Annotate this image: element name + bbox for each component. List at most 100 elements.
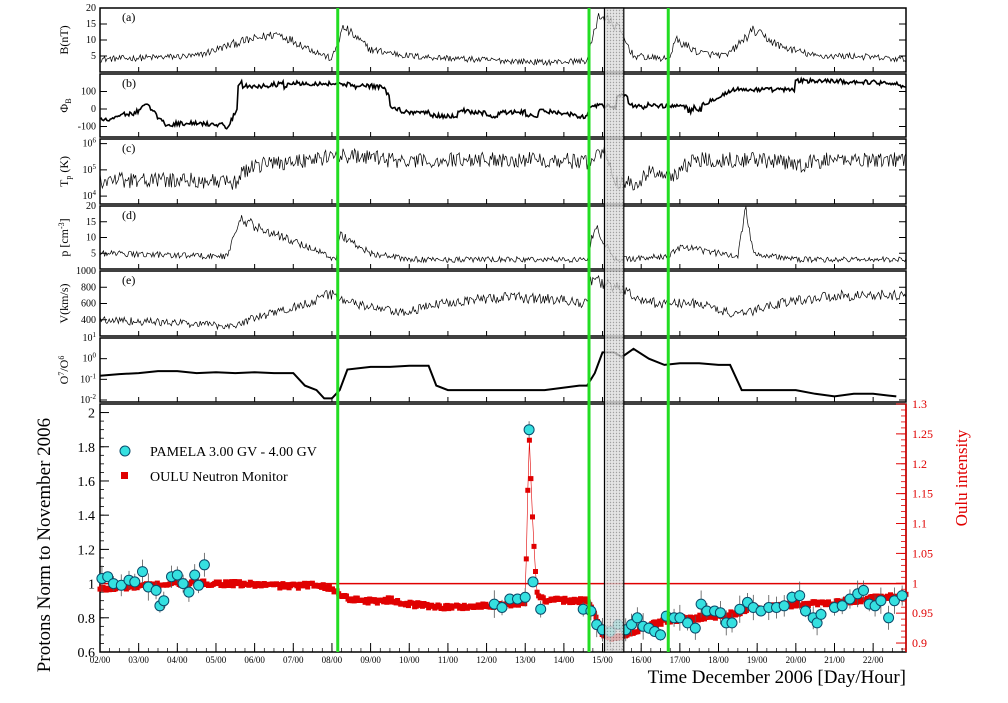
panel-frame [99,337,907,403]
main-xtick-label: 05/00 [206,655,227,665]
main-xtick-label: 22/00 [863,655,884,665]
pamela-point [844,593,856,605]
pamela-point [115,579,127,591]
panel-label: (b) [122,76,136,90]
main-xtick-label: 03/00 [128,655,149,665]
pamela-point [714,607,726,619]
panel-label: (c) [122,141,135,155]
pamela-point [875,595,887,607]
pamela-point [682,617,694,629]
pamela-point [183,586,195,598]
panel-6: 10-2 10-1 100 101 O7/O6 [57,331,907,406]
pamela-point [585,605,597,617]
legend-pamela-label: PAMELA 3.00 GV - 4.00 GV [150,445,317,460]
pamela-point [778,600,790,612]
proton-intensity-panel: 0.6 0.8 1 1.2 1.4 1.6 1.8 2 0.9 0.95 1 1.05 1.1 1.15 1… [78,397,934,665]
main-ytick-label: 1.6 [78,475,96,490]
series-line [99,206,907,264]
pamela-point [527,576,539,588]
pamela-point [858,584,869,596]
panel-1: 5 10 15 20 (a) B(nT) [57,3,907,73]
main-xtick-label: 16/00 [631,655,652,665]
ytick-label: 20 [86,3,96,14]
pamela-point [695,598,707,610]
main-xtick-label: 14/00 [554,655,575,665]
ytick-label: 10-2 [80,393,96,406]
main-xtick-label: 21/00 [824,655,845,665]
ytick-label: 400 [81,315,96,326]
pamela-point [674,612,686,624]
panel-ylabel: V(km/s) [57,284,71,324]
pamela-point [198,559,210,571]
main-xtick-label: 12/00 [476,655,497,665]
ytick-label: 101 [83,331,97,344]
right-ytick-label: 1.3 [912,397,927,411]
panel-2: -100 0 100 (b) ΦB [57,73,907,138]
main-xtick-label: 13/00 [515,655,536,665]
panel-ylabel: Tp (K) [57,156,73,187]
pamela-point [794,590,806,602]
series-line [99,76,907,130]
main-ytick-label: 0.8 [78,612,96,627]
pamela-point [193,579,205,591]
pamela-point [883,612,895,624]
main-xtick-label: 09/00 [360,655,381,665]
ytick-label: 1000 [76,266,96,277]
ytick-label: -100 [78,122,96,133]
pamela-point [655,629,666,641]
panel-ylabel: O7/O6 [57,356,71,385]
ytick-label: 10 [86,35,96,46]
pamela-point [800,605,811,617]
ytick-label: 10 [86,233,96,244]
main-xtick-label: 17/00 [670,655,691,665]
main-ytick-label: 1.2 [78,543,96,558]
right-ytick-label: 1.05 [912,546,933,560]
pamela-point [523,424,535,436]
main-ytick-label: 0.6 [78,646,96,661]
right-ytick-label: 1.15 [912,487,933,501]
main-xtick-label: 04/00 [167,655,188,665]
ytick-label: 0 [91,104,96,115]
main-xtick-label: 20/00 [786,655,807,665]
main-ylabel: Protons Norm to November 2006 [34,418,55,672]
right-ytick-label: 1.1 [912,517,927,531]
pamela-point [815,608,827,620]
ytick-label: 100 [81,87,96,98]
ytick-label: 5 [91,248,96,259]
main-xtick-label: 18/00 [708,655,729,665]
main-xlabel: Time December 2006 [Day/Hour] [648,667,906,688]
panel-5: 400 600 800 1000 (e) V(km/s) [57,266,907,337]
pamela-point [836,600,848,612]
ytick-label: 10-1 [80,372,96,385]
main-xtick-label: 15/00 [592,655,613,665]
panel-frame [99,73,907,138]
panel-4: 5 10 15 20 (d) p [cm-3] [57,201,907,270]
legend-oulu-label: OULU Neutron Monitor [150,470,288,485]
right-ytick-label: 0.95 [912,606,933,620]
legend: PAMELA 3.00 GV - 4.00 GV OULU Neutron Mo… [119,445,317,485]
ytick-label: 105 [83,163,97,176]
pamela-point [496,602,508,613]
panel-frame [99,7,907,73]
ytick-label: 20 [86,201,96,212]
main-xtick-label: 07/00 [283,655,304,665]
main-ytick-label: 1.8 [78,441,96,456]
pamela-point [726,617,738,629]
main-ytick-label: 2 [88,407,95,422]
panel-label: (a) [122,10,135,24]
panel-ylabel: B(nT) [57,25,71,54]
right-ytick-label: 1.25 [912,427,933,441]
main-xtick-label: 19/00 [747,655,768,665]
ytick-label: 100 [83,352,97,365]
ytick-label: 15 [86,217,96,228]
ytick-label: 15 [86,19,96,30]
ytick-label: 600 [81,299,96,310]
ytick-label: 106 [83,137,97,150]
event-overlay [336,7,670,653]
panel-label: (d) [122,208,136,222]
series-line [100,13,907,67]
panel-ylabel: ΦB [57,98,73,112]
main-frame [99,403,907,653]
